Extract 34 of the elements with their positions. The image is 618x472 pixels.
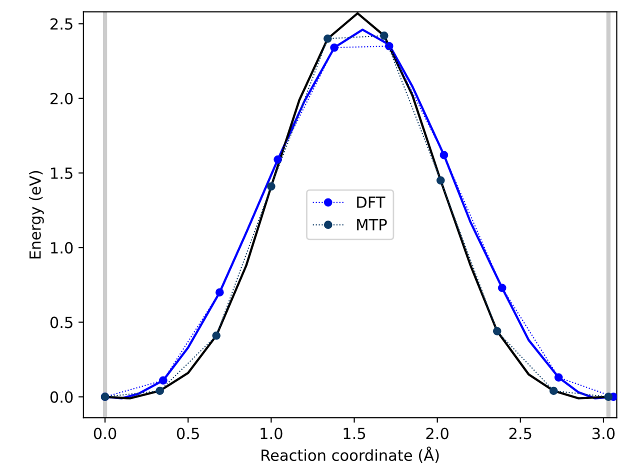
point [549, 386, 558, 396]
y-tick-label: 0.0 [50, 391, 73, 403]
x-axis-title: Reaction coordinate (Å) [262, 446, 439, 463]
point [554, 373, 563, 382]
point [156, 386, 164, 396]
point [267, 182, 276, 191]
x-tick-label: 2.5 [509, 428, 532, 440]
point [440, 150, 448, 160]
x-tick-label: 0.0 [94, 428, 116, 440]
y-axis-title: Energy (eV) [29, 171, 44, 258]
y-tick-label: 1.5 [51, 168, 72, 179]
y-tick-label: 2.0 [50, 92, 73, 104]
point [330, 43, 338, 52]
point [492, 326, 502, 336]
y-tick-label: 1.0 [51, 242, 73, 254]
x-tick-label: 1.0 [260, 428, 282, 440]
point [216, 288, 224, 297]
y-tick-label: 0.5 [50, 316, 72, 328]
point [324, 34, 332, 43]
point [159, 376, 168, 385]
y-tick-label: 2.5 [50, 18, 72, 30]
point [604, 392, 613, 401]
legend-label: DFT [357, 196, 386, 208]
point [498, 284, 506, 292]
legend-label: MTP [357, 219, 387, 230]
x-tick-label: 3.0 [592, 428, 615, 440]
x-tick-label: 0.5 [176, 428, 199, 440]
point [212, 331, 221, 340]
x-tick-label: 1.5 [344, 428, 366, 440]
point [380, 32, 388, 40]
x-tick-label: 2.0 [426, 428, 448, 440]
point [274, 155, 282, 164]
point [436, 176, 445, 185]
point [384, 42, 394, 50]
